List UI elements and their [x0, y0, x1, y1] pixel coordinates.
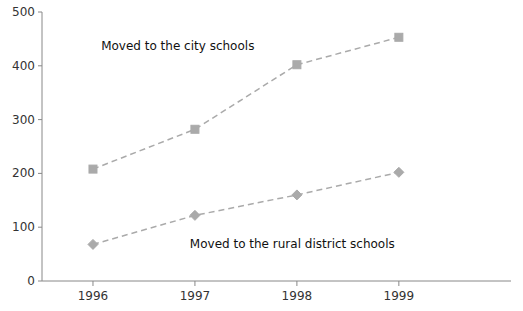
point [190, 210, 200, 220]
x-tick [398, 281, 399, 286]
x-tick-label: 1996 [78, 289, 109, 303]
y-tick-label: 0 [27, 274, 35, 288]
y-tick [38, 227, 42, 228]
y-tick [38, 281, 42, 282]
axes: 1996 1997 1998 1999 0 100 200 300 400 500 [12, 5, 511, 303]
y-tick-label: 300 [12, 113, 35, 127]
x-tick [296, 281, 297, 286]
y-tick [38, 119, 42, 120]
x-axis-line [42, 281, 511, 282]
point [293, 61, 301, 69]
point [89, 165, 97, 173]
y-tick [38, 173, 42, 174]
y-tick-label: 200 [12, 166, 35, 180]
y-tick [38, 65, 42, 66]
annotation: Moved to the rural district schools [190, 237, 395, 251]
series [89, 33, 403, 173]
series-line [93, 172, 399, 244]
x-tick-label: 1999 [384, 289, 415, 303]
point [395, 33, 403, 41]
annotation: Moved to the city schools [101, 39, 254, 53]
chart: 1996 1997 1998 1999 0 100 200 300 400 500 Moved to… [0, 0, 523, 311]
x-tick [194, 281, 195, 286]
x-tick-label: 1998 [282, 289, 313, 303]
point [191, 125, 199, 133]
y-tick [38, 12, 42, 13]
plot-area [88, 33, 404, 249]
series-line [93, 37, 399, 169]
point [88, 239, 98, 249]
y-axis-line [42, 12, 43, 281]
y-tick-label: 400 [12, 59, 35, 73]
annotations: Moved to the city schools Moved to the ru… [101, 39, 395, 251]
x-tick [92, 281, 93, 286]
point [292, 190, 302, 200]
point [394, 167, 404, 177]
y-tick-label: 100 [12, 220, 35, 234]
y-tick-label: 500 [12, 5, 35, 19]
x-tick-label: 1997 [180, 289, 211, 303]
